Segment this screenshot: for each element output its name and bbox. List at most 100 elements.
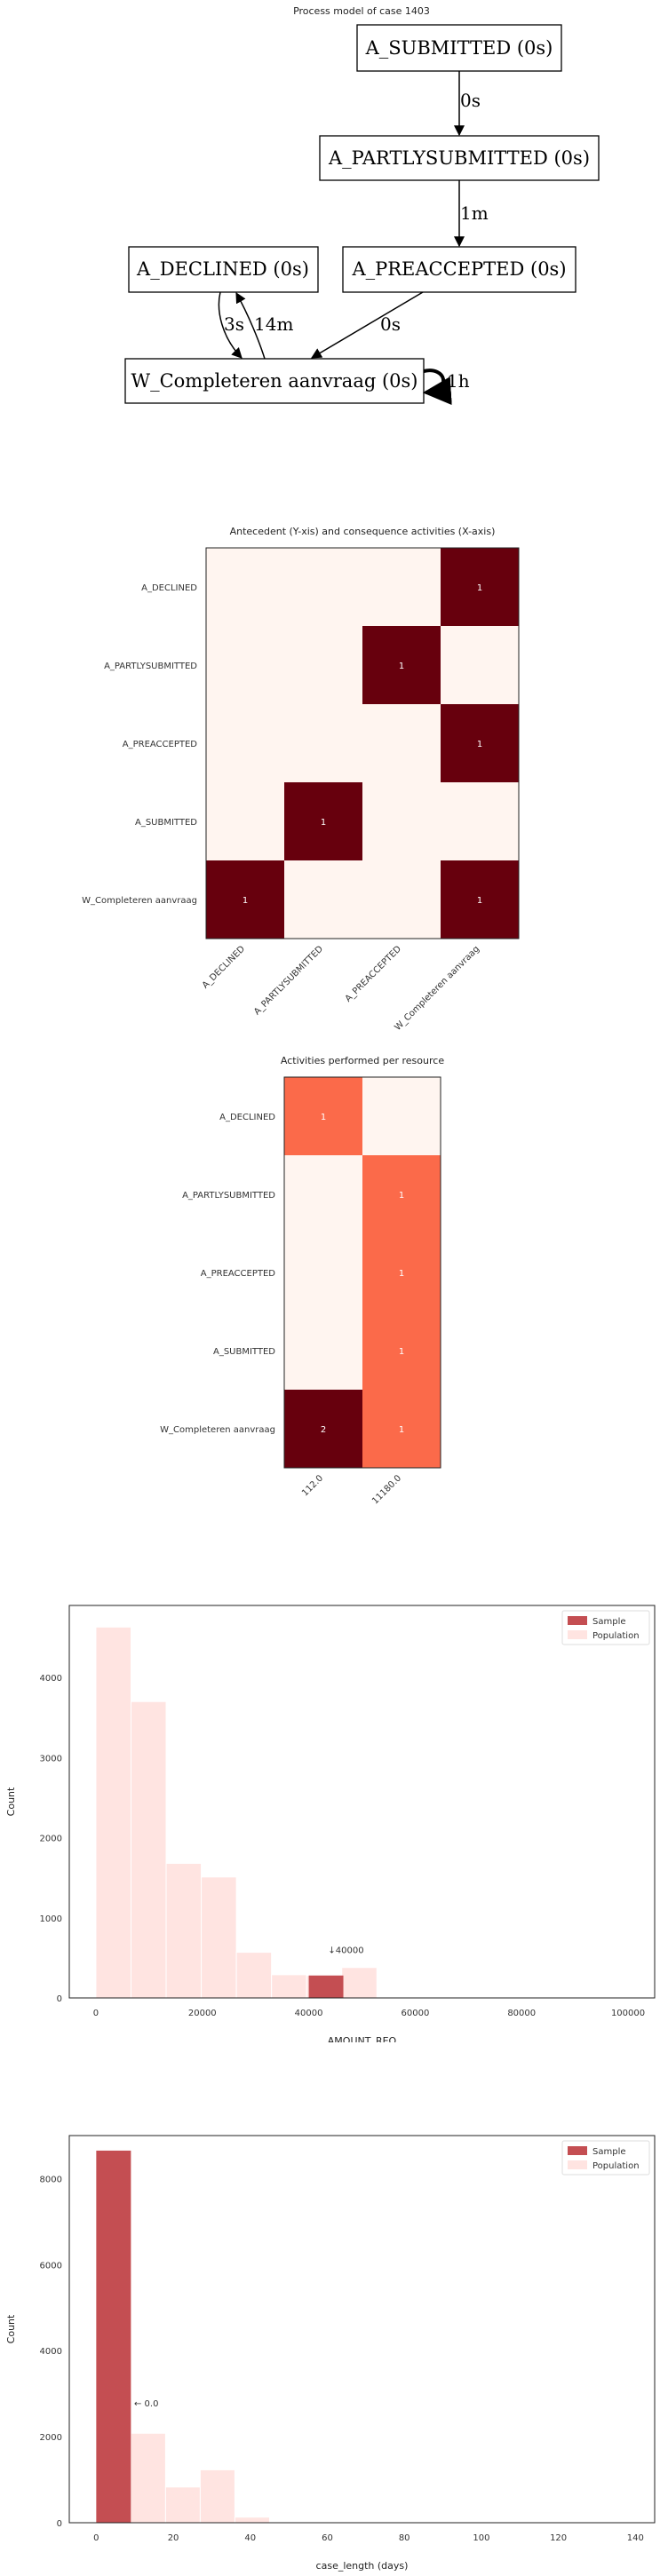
heatmap-cell [362,548,441,626]
x-axis-label: AMOUNT_REQ [328,2035,397,2042]
population-bar [199,2469,235,2524]
population-bar [234,2517,270,2524]
row-tick-label: A_DECLINED [219,1113,275,1122]
heatmap-cell [284,548,362,626]
column-tick-label: A_DECLINED [201,944,247,990]
legend-label-sample: Sample [592,2147,626,2157]
cell-value-label: 1 [399,1269,404,1279]
cell-value-label: 1 [399,1425,404,1435]
column-tick-label: 112.0 [300,1473,325,1498]
node-w-completeren-aanvraag: W_Completeren aanvraag (0s) [124,358,425,404]
cell-value-label: 1 [399,1191,404,1201]
cell-value-label: 1 [243,896,248,906]
column-tick-label: 11180.0 [370,1473,403,1506]
sample-bar [308,1975,344,1998]
y-tick-label: 2000 [40,1835,62,1844]
column-tick-label: A_PREACCEPTED [344,944,404,1004]
heatmap-cell [284,1155,362,1233]
edge-declined-completeren [218,291,243,359]
row-tick-label: W_Completeren aanvraag [82,896,197,906]
cell-value-label: 1 [321,818,326,828]
y-tick-label: 6000 [40,2261,62,2271]
x-tick-label: 100 [473,2533,489,2543]
edge-label: 3s [224,313,244,335]
row-tick-label: A_PARTLYSUBMITTED [182,1191,275,1201]
node-label: A_SUBMITTED (0s) [365,37,553,59]
x-tick-label: 60 [322,2533,333,2543]
x-tick-label: 40 [244,2533,256,2543]
y-tick-label: 4000 [40,1674,62,1684]
population-bar [164,2486,201,2524]
cell-value-label: 1 [321,1113,326,1122]
annotation-label: ← 0.0 [134,2399,158,2409]
x-tick-label: 0 [93,2009,99,2018]
x-tick-label: 120 [550,2533,567,2543]
y-axis-label: Count [5,1787,17,1816]
plot-frame [68,2135,656,2524]
heatmap-cell [206,548,284,626]
edge-label: 1m [460,202,489,224]
node-label: A_PREACCEPTED (0s) [351,258,566,280]
heatmap-cell [362,782,441,860]
x-tick-label: 100000 [611,2009,645,2018]
x-tick-label: 80000 [507,2009,536,2018]
population-bar [235,1952,273,1999]
population-bar [130,1700,167,1999]
heatmap-title: Activities performed per resource [281,1055,444,1066]
antecedent-consequence-heatmap: Antecedent (Y-xis) and consequence activ… [82,526,520,1033]
row-tick-label: A_SUBMITTED [135,818,197,828]
heatmap-frame [283,1076,441,1469]
column-tick-label: W_Completeren aanvraag [394,944,482,1033]
heatmap-cell [206,860,284,939]
heatmap-cell [362,1077,441,1155]
row-tick-label: A_PARTLYSUBMITTED [104,662,197,671]
x-tick-label: 140 [627,2533,644,2543]
heatmap-cell [441,860,519,939]
edge-preaccepted-completeren [310,291,424,359]
heatmap-cell [284,860,362,939]
heatmap-cell [362,1233,441,1312]
heatmap-cell [284,782,362,860]
y-tick-label: 4000 [40,2347,62,2357]
edge-completeren-self-loop [422,369,452,406]
population-bar [271,1974,307,1999]
annotation-label: ↓40000 [328,1946,363,1955]
plot-frame [68,1605,656,1999]
y-tick-label: 1000 [40,1914,62,1924]
legend-swatch-sample [568,2146,587,2155]
node-label: A_DECLINED (0s) [136,258,309,280]
row-tick-label: A_PREACCEPTED [123,740,198,749]
node-label: W_Completeren aanvraag (0s) [131,370,418,392]
cell-value-label: 1 [399,662,404,671]
y-tick-label: 0 [57,1994,62,2004]
edge-label: 14m [254,313,293,335]
y-tick-label: 3000 [40,1754,62,1764]
edge-label: 1h [447,370,470,392]
legend-label-sample: Sample [592,1617,626,1627]
process-model-graph: Process model of case 1403 A_SUBMITTED (… [124,5,600,406]
node-label: A_PARTLYSUBMITTED (0s) [328,147,590,169]
population-bar [130,2432,166,2524]
population-bar [95,1626,131,1999]
x-axis-label: case_length (days) [316,2560,409,2572]
legend-swatch-sample [568,1616,587,1625]
population-bar [201,1876,237,1999]
heatmap-cell [284,1312,362,1390]
y-tick-label: 8000 [40,2175,62,2184]
edge-completeren-declined [235,291,266,360]
heatmap-cell [284,1077,362,1155]
heatmap-cell [206,704,284,782]
row-tick-label: A_DECLINED [141,583,197,593]
row-tick-label: A_PREACCEPTED [201,1269,276,1279]
cell-value-label: 1 [399,1347,404,1357]
heatmap-cell [284,1233,362,1312]
resource-activity-heatmap: Activities performed per resource 1 1 1 1 2 1 A… [160,1055,444,1506]
cell-value-label: 2 [321,1425,326,1435]
row-tick-label: A_SUBMITTED [213,1347,275,1357]
heatmap-cell [362,626,441,704]
legend-label-population: Population [592,2161,640,2171]
x-tick-label: 0 [93,2533,99,2543]
node-a-partlysubmitted: A_PARTLYSUBMITTED (0s) [319,135,600,181]
row-tick-label: W_Completeren aanvraag [160,1425,275,1435]
heatmap-cell [362,1155,441,1233]
